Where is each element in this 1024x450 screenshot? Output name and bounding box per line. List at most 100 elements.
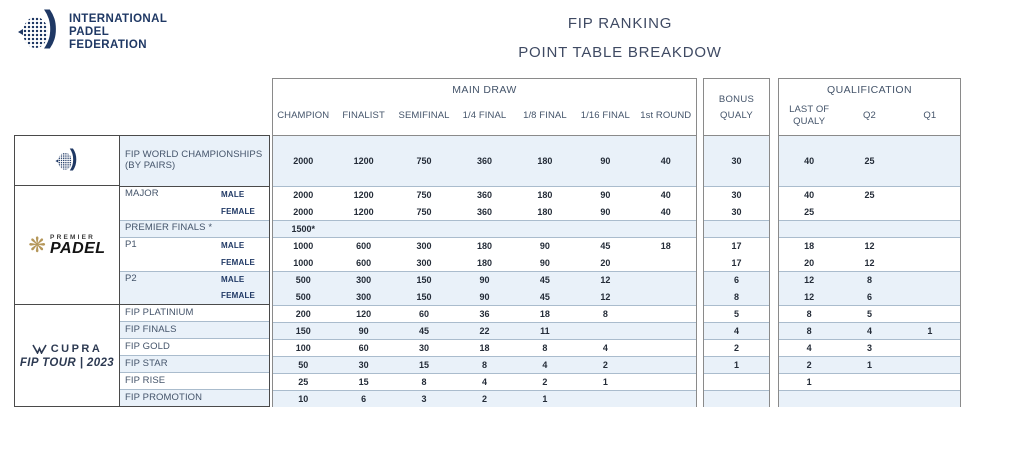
qualification-value-cell: 40 — [804, 190, 815, 200]
row-label: FIP RISE — [125, 374, 166, 386]
value-cell: 60 — [419, 309, 430, 319]
col-header-quarter: 1/4 FINAL — [462, 109, 507, 121]
value-cell: 750 — [416, 190, 432, 200]
value-cell: 8 — [481, 360, 487, 370]
value-cell: 60 — [358, 343, 369, 353]
qualification-rows: 40 25 40 25 25 18 12 20 12 12 8 12 6 8 5 8 4 1 4 3 2 1 1 — [779, 136, 960, 407]
col-header-1st-round: 1st ROUND — [640, 109, 692, 121]
table-row: 200 120 60 36 18 8 — [273, 305, 696, 322]
value-cell: 750 — [416, 206, 432, 217]
title-line-1: FIP RANKING — [567, 15, 673, 32]
value-cell: 180 — [476, 241, 492, 251]
value-cell: 45 — [419, 326, 430, 336]
value-cell: 45 — [600, 241, 611, 251]
table-row: 12 8 — [779, 271, 960, 288]
table-row — [704, 373, 769, 390]
qualification-value-cell: 2 — [806, 360, 812, 370]
qualification-title: QUALIFICATION — [827, 84, 912, 96]
table-row: P1 MALE — [120, 236, 269, 254]
table-row: 500 300 150 90 45 12 — [273, 288, 696, 305]
table-row: 25 — [779, 203, 960, 220]
bonus-value-cell: 30 — [731, 206, 742, 217]
fip-triangle-icon — [18, 29, 23, 35]
row-label: FIP WORLD CHAMPIONSHIPS (BY PAIRS) — [125, 148, 263, 171]
value-cell: 360 — [476, 206, 492, 217]
value-cell: 1 — [542, 394, 548, 404]
table-row: 10 6 3 2 1 — [273, 390, 696, 407]
value-cell: 18 — [660, 241, 671, 251]
value-cell: 1200 — [353, 190, 374, 200]
value-cell: 1200 — [353, 206, 374, 217]
value-cell: 600 — [356, 241, 372, 251]
table-row: P2 MALE — [120, 270, 269, 288]
table-row: 1500* — [273, 220, 696, 237]
qualification-value-cell: 20 — [804, 257, 815, 268]
value-cell: 20 — [600, 257, 611, 268]
qualification-value-cell: 8 — [866, 275, 872, 285]
value-cell: 11 — [540, 326, 550, 336]
value-cell: 12 — [600, 291, 611, 302]
bonus-value-cell: 17 — [731, 257, 742, 268]
table-row: PREMIER FINALS * — [120, 219, 269, 237]
table-row: 2000 1200 750 360 180 90 40 — [273, 136, 696, 186]
qualification-header: QUALIFICATION LAST OF QUALY Q2 Q1 — [779, 79, 960, 136]
table-row: 8 4 1 — [779, 322, 960, 339]
value-cell: 500 — [295, 275, 311, 285]
table-row: 1 — [704, 356, 769, 373]
table-row: 18 12 — [779, 237, 960, 254]
qualification-value-cell: 8 — [806, 326, 812, 336]
value-cell: 4 — [542, 360, 548, 370]
qualification-value-cell: 4 — [806, 343, 812, 353]
table-row: 20 12 — [779, 254, 960, 271]
value-cell: 90 — [539, 257, 550, 268]
bonus-value-cell: 30 — [731, 190, 742, 200]
premier-padel-flower-icon: ❋ — [28, 233, 47, 257]
main-draw-block: MAIN DRAW CHAMPION FINALIST SEMIFINAL 1/… — [272, 78, 697, 407]
value-cell: 150 — [416, 275, 432, 285]
table-row: FIP RISE — [120, 372, 269, 389]
brand-line-1: INTERNATIONAL — [69, 12, 168, 25]
row-label: FIP FINALS — [125, 323, 177, 335]
row-label: FIP PLATINIUM — [125, 306, 194, 318]
row-label: MAJOR — [125, 188, 159, 200]
gender-label: FEMALE — [221, 257, 256, 267]
page-title: FIP RANKING POINT TABLE BREAKDOW — [260, 15, 980, 61]
qualification-columns: LAST OF QUALY Q2 Q1 — [779, 96, 960, 135]
col-header-sixteenth: 1/16 FINAL — [580, 109, 630, 121]
value-cell: 8 — [602, 309, 608, 319]
table-row: 2000 1200 750 360 180 90 40 — [273, 203, 696, 220]
value-cell: 300 — [416, 241, 432, 251]
qualification-block: QUALIFICATION LAST OF QUALY Q2 Q1 40 25 40… — [778, 78, 961, 407]
premier-padel-logo: ❋ PREMIER PADEL — [15, 186, 119, 305]
value-cell: 180 — [476, 257, 492, 268]
qualification-value-cell: 8 — [806, 309, 812, 319]
qualification-value-cell: 3 — [866, 343, 872, 353]
table-row: 100 60 30 18 8 4 — [273, 339, 696, 356]
table-row: 12 6 — [779, 288, 960, 305]
col-header-eighth: 1/8 FINAL — [523, 109, 567, 121]
table-row: 30 — [704, 203, 769, 220]
fip-dots-icon — [23, 17, 48, 48]
table-row: 30 — [704, 186, 769, 203]
table-row: 150 90 45 22 11 — [273, 322, 696, 339]
table-row: 40 25 — [779, 186, 960, 203]
bonus-qualy-block: BONUS QUALY 30 30 30 17 17 6 8 5 4 2 1 — [703, 78, 770, 407]
row-label: FIP GOLD — [125, 340, 170, 352]
table-row: 2000 1200 750 360 180 90 40 — [273, 186, 696, 203]
table-row: FIP GOLD — [120, 338, 269, 355]
col-header-last-of-qualy: LAST OF QUALY — [789, 103, 830, 127]
table-row: 6 — [704, 271, 769, 288]
federation-name: INTERNATIONAL PADEL FEDERATION — [69, 13, 167, 52]
bonus-value-cell: 8 — [733, 291, 739, 302]
value-cell: 300 — [356, 275, 372, 285]
value-cell: 22 — [479, 326, 490, 336]
gender-label: MALE — [221, 274, 245, 284]
value-cell: 90 — [539, 241, 550, 251]
qualification-value-cell: 6 — [866, 291, 872, 302]
fip-federation-icon: ) — [18, 2, 60, 56]
value-cell: 45 — [539, 275, 550, 285]
fip-paren-icon: ) — [44, 2, 58, 49]
main-draw-header: MAIN DRAW CHAMPION FINALIST SEMIFINAL 1/… — [273, 79, 696, 136]
col-header-champion: CHAMPION — [277, 109, 330, 121]
